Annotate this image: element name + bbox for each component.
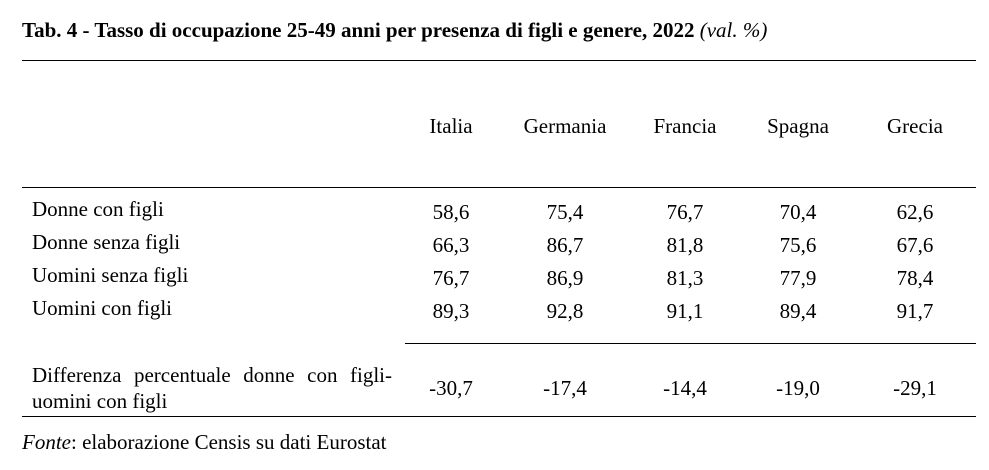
table-cell: 92,8: [546, 299, 584, 323]
table-title-main: Tab. 4 - Tasso di occupazione 25-49 anni…: [22, 18, 695, 42]
table-cell: 91,1: [666, 299, 704, 323]
table-cell: 76,7: [432, 266, 470, 290]
table-title: Tab. 4 - Tasso di occupazione 25-49 anni…: [22, 18, 767, 43]
table-cell: 81,3: [666, 266, 704, 290]
source-note: Fonte: elaborazione Censis su dati Euros…: [22, 430, 387, 455]
table-cell: -19,0: [776, 376, 820, 400]
table-cell: 75,6: [779, 233, 817, 257]
row-label-donne-con-figli: Donne con figli: [32, 197, 164, 221]
row-label-uomini-con-figli: Uomini con figli: [32, 296, 172, 320]
header-rule: [22, 187, 976, 188]
source-text: : elaborazione Censis su dati Eurostat: [70, 430, 387, 454]
table-cell: -14,4: [663, 376, 707, 400]
column-header-grecia: Grecia: [887, 114, 943, 138]
row-label-differenza: Differenza percentuale donne con figli-u…: [32, 363, 392, 413]
table-cell: 76,7: [666, 200, 704, 224]
difference-rule: [405, 343, 976, 344]
table-cell: 78,4: [896, 266, 934, 290]
table-cell: 66,3: [432, 233, 470, 257]
table-cell: 89,3: [432, 299, 470, 323]
table-cell: 67,6: [896, 233, 934, 257]
table-cell: 58,6: [432, 200, 470, 224]
table-cell: 62,6: [896, 200, 934, 224]
top-rule: [22, 60, 976, 61]
column-header-italia: Italia: [429, 114, 473, 138]
table-cell: 81,8: [666, 233, 704, 257]
table-cell: 70,4: [779, 200, 817, 224]
table-cell: 75,4: [546, 200, 584, 224]
table-title-unit: (val. %): [699, 18, 768, 42]
table-cell: 77,9: [779, 266, 817, 290]
table-cell: -29,1: [893, 376, 937, 400]
table-cell: -17,4: [543, 376, 587, 400]
column-header-spagna: Spagna: [767, 114, 829, 138]
table-cell: 86,7: [546, 233, 584, 257]
source-label: Fonte: [22, 430, 71, 454]
bottom-rule: [22, 416, 976, 417]
table-cell: 89,4: [779, 299, 817, 323]
table-cell: 86,9: [546, 266, 584, 290]
row-label-donne-senza-figli: Donne senza figli: [32, 230, 181, 254]
table-cell: 91,7: [896, 299, 934, 323]
column-header-francia: Francia: [653, 114, 717, 138]
row-label-uomini-senza-figli: Uomini senza figli: [32, 263, 189, 287]
table-cell: -30,7: [429, 376, 473, 400]
column-header-germania: Germania: [523, 114, 607, 138]
